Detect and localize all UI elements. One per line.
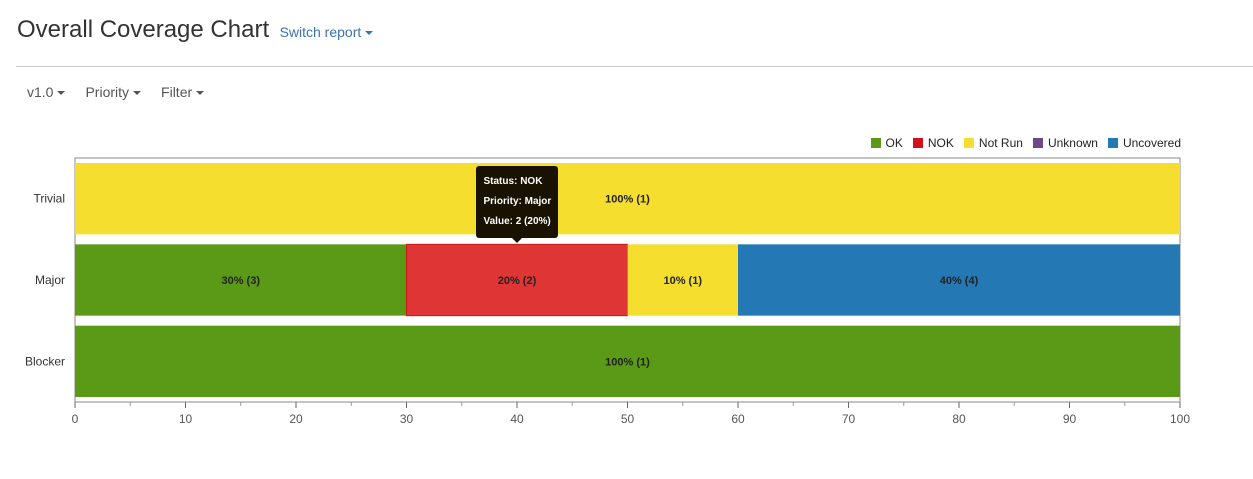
caret-down-icon bbox=[196, 91, 205, 96]
legend-swatch bbox=[963, 138, 974, 148]
legend-label: OK bbox=[885, 136, 903, 150]
data-label-blocker-ok: 100% (1) bbox=[605, 356, 650, 368]
legend-item-unknown[interactable]: Unknown bbox=[1032, 136, 1098, 150]
x-tick-label-80: 80 bbox=[952, 412, 966, 426]
legend-label: NOK bbox=[927, 136, 954, 150]
tooltip-status-row: Status: NOK bbox=[484, 172, 552, 192]
bar-major-uncovered bbox=[738, 244, 1180, 316]
filter-label: Filter bbox=[161, 84, 193, 100]
tooltip-value-key: Value: bbox=[483, 216, 513, 228]
legend-item-uncovered[interactable]: Uncovered bbox=[1107, 136, 1181, 150]
bar-blocker-ok bbox=[75, 325, 1180, 397]
caret-down-icon bbox=[57, 91, 66, 96]
data-label-major-uncovered: 40% (4) bbox=[940, 275, 979, 287]
tooltip-priority-key: Priority: bbox=[483, 196, 522, 208]
tooltip-status-key: Status: bbox=[483, 176, 518, 188]
priority-dropdown[interactable]: Priority bbox=[75, 84, 151, 100]
x-tick-label-30: 30 bbox=[400, 412, 414, 426]
x-tick-label-0: 0 bbox=[72, 412, 79, 426]
bar-trivial-not-run bbox=[75, 163, 1180, 235]
x-tick-label-100: 100 bbox=[1170, 412, 1190, 426]
category-label-major: Major bbox=[35, 273, 65, 287]
data-label-major-ok: 30% (3) bbox=[221, 275, 260, 287]
switch-report-dropdown[interactable]: Switch report bbox=[280, 24, 374, 40]
x-tick-label-50: 50 bbox=[621, 412, 635, 426]
tooltip-value-row: Value: 2 (20%) bbox=[484, 212, 552, 232]
x-tick-label-10: 10 bbox=[179, 412, 193, 426]
legend-swatch bbox=[870, 138, 881, 148]
data-label-major-nok: 20% (2) bbox=[498, 275, 537, 287]
x-tick-label-90: 90 bbox=[1063, 412, 1077, 426]
caret-down-icon bbox=[133, 91, 142, 96]
x-tick-label-60: 60 bbox=[731, 412, 745, 426]
data-label-major-not-run: 10% (1) bbox=[663, 275, 702, 287]
legend-label: Not Run bbox=[978, 136, 1023, 150]
page-title: Overall Coverage Chart bbox=[17, 16, 270, 43]
legend-item-ok[interactable]: OK bbox=[870, 136, 903, 150]
tooltip-priority-row: Priority: Major bbox=[484, 192, 552, 212]
legend-label: Uncovered bbox=[1122, 136, 1181, 150]
chart-tooltip: Status: NOK Priority: Major Value: 2 (20… bbox=[475, 166, 559, 244]
tooltip-priority-value: Major bbox=[524, 196, 552, 208]
switch-report-label: Switch report bbox=[279, 24, 362, 40]
category-label-trivial: Trivial bbox=[33, 192, 65, 206]
toolbar: v1.0 Priority Filter bbox=[16, 84, 214, 100]
legend-swatch bbox=[1032, 138, 1043, 148]
filter-dropdown[interactable]: Filter bbox=[151, 84, 214, 100]
legend-label: Unknown bbox=[1047, 136, 1098, 150]
bar-major-not-run bbox=[627, 244, 738, 316]
tooltip-value-value: 2 (20%) bbox=[515, 216, 551, 228]
legend-swatch bbox=[912, 138, 923, 148]
bar-major-ok bbox=[75, 244, 407, 316]
chart-legend: OK NOK Not Run Unknown Uncovered bbox=[861, 136, 1181, 150]
header-divider bbox=[16, 66, 1253, 67]
priority-label: Priority bbox=[85, 84, 130, 100]
x-tick-label-20: 20 bbox=[289, 412, 303, 426]
x-tick-label-70: 70 bbox=[842, 412, 856, 426]
header: Overall Coverage Chart Switch report bbox=[17, 16, 374, 44]
category-label-blocker: Blocker bbox=[25, 354, 65, 368]
version-dropdown[interactable]: v1.0 bbox=[16, 84, 75, 100]
legend-swatch bbox=[1107, 138, 1118, 148]
version-label: v1.0 bbox=[27, 84, 54, 100]
bar-major-nok bbox=[406, 243, 628, 317]
legend-item-nok[interactable]: NOK bbox=[912, 136, 954, 150]
x-tick-label-40: 40 bbox=[510, 412, 524, 426]
data-label-trivial-not-run: 100% (1) bbox=[605, 194, 650, 206]
tooltip-status-value: NOK bbox=[520, 176, 543, 188]
caret-down-icon bbox=[365, 31, 374, 36]
legend-item-not-run[interactable]: Not Run bbox=[963, 136, 1023, 150]
